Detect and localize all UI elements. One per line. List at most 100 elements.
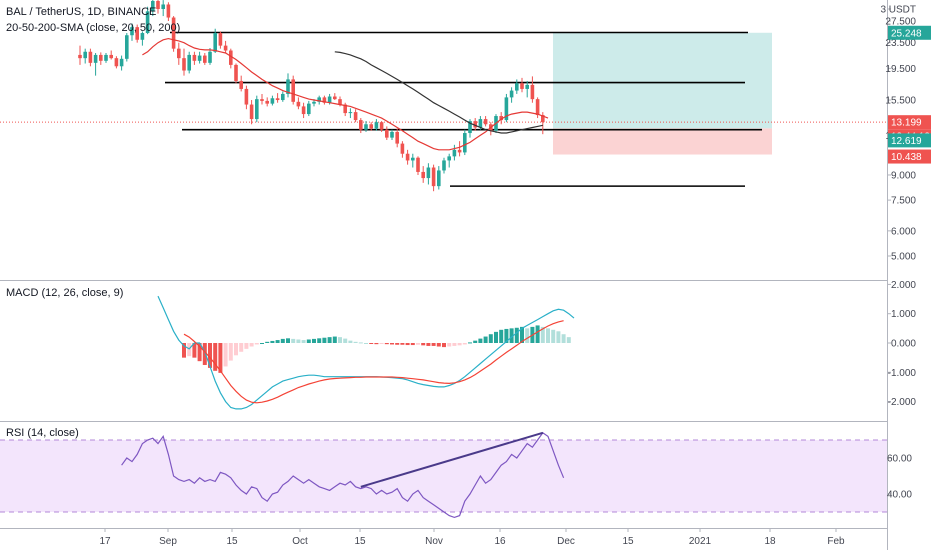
candle-body xyxy=(457,149,462,153)
rsi-y-tick-label: 60.00 xyxy=(887,454,912,465)
macd-histogram-bar xyxy=(546,328,550,343)
candle-body xyxy=(197,55,202,61)
x-tick-label: Sep xyxy=(159,536,177,547)
x-tick-label: 17 xyxy=(99,536,111,547)
candle-body xyxy=(307,103,311,115)
candle-body xyxy=(130,27,134,36)
candle-body xyxy=(213,33,217,52)
macd-histogram-bar xyxy=(390,343,394,345)
candle-body xyxy=(260,99,264,101)
candle-body xyxy=(281,93,285,101)
macd-histogram-bar xyxy=(488,334,493,343)
macd-histogram-bar xyxy=(244,343,249,349)
candle-body xyxy=(499,116,503,121)
macd-histogram-bar xyxy=(462,343,467,345)
macd-histogram-bar xyxy=(286,338,290,343)
macd-pane xyxy=(157,295,575,410)
candle-body xyxy=(463,133,467,153)
price-tag-last: 13.199 xyxy=(888,115,931,130)
candle-body xyxy=(405,153,410,161)
macd-y-tick-label: 1.000 xyxy=(891,309,916,320)
macd-histogram-bar xyxy=(364,343,368,344)
candle-body xyxy=(431,167,436,187)
macd-histogram-bar xyxy=(280,338,285,343)
candle-body xyxy=(541,115,545,123)
candle-body xyxy=(535,99,540,116)
candle-body xyxy=(88,51,93,63)
price-tag-stop: 10.438 xyxy=(888,149,931,164)
target-zone xyxy=(553,32,772,129)
macd-histogram-bar xyxy=(514,327,519,343)
candle-body xyxy=(249,104,254,120)
macd-histogram-bar xyxy=(556,331,561,343)
rsi-band xyxy=(0,440,887,512)
macd-legend: MACD (12, 26, close, 9) xyxy=(6,287,123,299)
macd-histogram-bar xyxy=(312,338,316,343)
macd-histogram-bar xyxy=(306,339,311,343)
macd-histogram-bar xyxy=(353,341,358,343)
candle-body xyxy=(265,100,269,104)
macd-histogram-bar xyxy=(254,343,259,345)
macd-histogram-bar xyxy=(478,338,483,343)
x-tick-label: Oct xyxy=(292,536,308,547)
candle-body xyxy=(182,58,186,71)
price-tag-bg xyxy=(888,149,931,164)
candlesticks xyxy=(78,0,545,192)
x-tick-label: Feb xyxy=(827,536,845,547)
price-tag-target: 25.248 xyxy=(888,25,931,40)
macd-histogram-bar xyxy=(358,342,363,344)
macd-y-tick-label: 0.000 xyxy=(891,339,916,350)
candle-body xyxy=(369,124,373,129)
candle-body xyxy=(426,167,431,179)
candle-body xyxy=(177,48,181,59)
macd-histogram-bar xyxy=(338,337,342,343)
macd-histogram-bar xyxy=(265,341,270,343)
x-tick-label: 15 xyxy=(622,536,634,547)
candle-body xyxy=(416,157,420,172)
grid xyxy=(0,0,888,550)
candle-body xyxy=(145,11,150,34)
candle-body xyxy=(171,17,176,49)
candle-body xyxy=(229,50,233,65)
candle-body xyxy=(203,55,207,63)
macd-histogram-bar xyxy=(426,343,431,346)
price-tag-entry: 12.619 xyxy=(888,133,931,148)
macd-histogram-bar xyxy=(442,343,446,348)
macd-histogram-bar xyxy=(483,336,488,343)
horizontal-lines[interactable] xyxy=(165,31,762,187)
macd-histogram-bar xyxy=(431,343,436,346)
x-tick-label: Nov xyxy=(425,536,443,547)
macd-histogram-bar xyxy=(504,328,509,343)
candle-body xyxy=(161,4,165,9)
candle-body xyxy=(353,112,358,121)
macd-histogram-bar xyxy=(213,343,218,371)
macd-histogram-bar xyxy=(395,343,400,345)
candle-body xyxy=(312,101,316,104)
candle-body xyxy=(379,122,384,130)
macd-histogram-bar xyxy=(374,343,379,345)
macd-histogram-bar xyxy=(234,343,238,356)
macd-histogram-bar xyxy=(436,343,441,347)
price-tag-bg xyxy=(888,25,931,40)
macd-histogram-bar xyxy=(473,340,478,343)
candle-body xyxy=(83,51,87,59)
macd-histogram-bar xyxy=(494,331,498,343)
candle-body xyxy=(93,54,98,63)
sma-legend: 20-50-200-SMA (close, 20, 50, 200) xyxy=(6,22,180,34)
y-tick-label: 6.000 xyxy=(891,226,916,237)
macd-histogram-bar xyxy=(457,343,462,346)
candle-body xyxy=(338,99,342,105)
candle-body xyxy=(125,35,129,59)
candle-body xyxy=(255,99,259,120)
x-tick-label: 15 xyxy=(354,536,366,547)
macd-histogram-bar xyxy=(322,337,327,343)
price-tag-label: 12.619 xyxy=(891,136,922,147)
macd-histogram-bar xyxy=(400,343,405,345)
price-tag-label: 10.438 xyxy=(891,152,922,163)
candle-body xyxy=(166,4,171,18)
candle-body xyxy=(530,84,535,100)
price-tag-label: 25.248 xyxy=(891,28,922,39)
rsi-line xyxy=(121,431,565,519)
macd-histogram-bar xyxy=(192,343,197,358)
